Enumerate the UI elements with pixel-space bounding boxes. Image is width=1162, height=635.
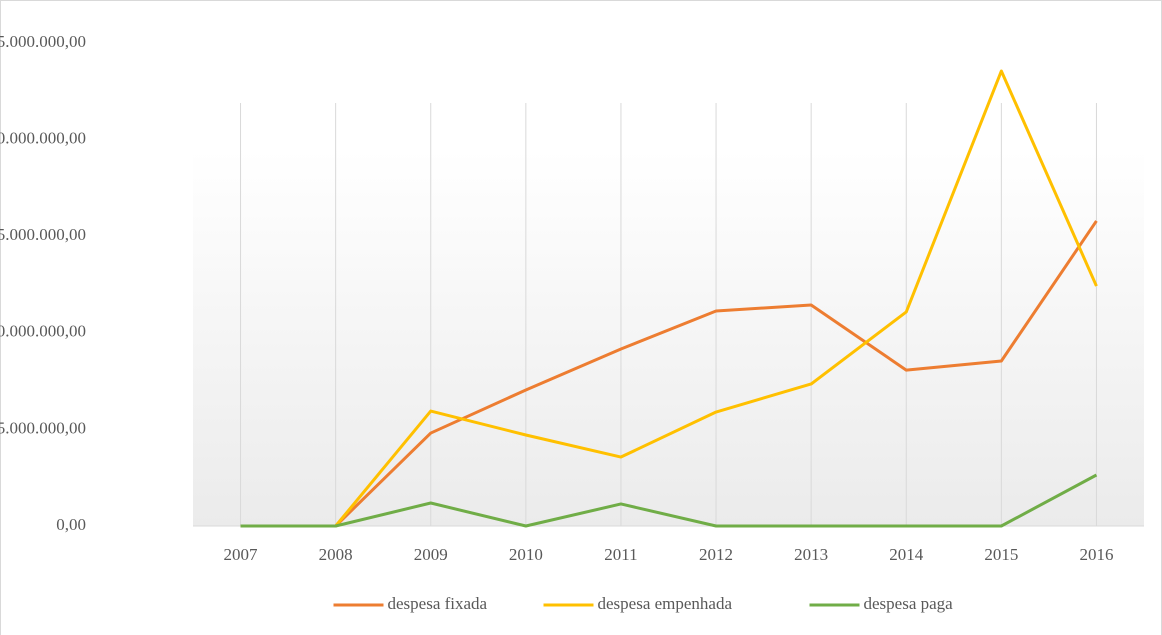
y-tick-label: 20.000.000,00	[0, 129, 86, 148]
x-tick-label: 2011	[604, 545, 637, 564]
legend-label: despesa fixada	[388, 594, 488, 613]
series-line	[240, 220, 1098, 528]
x-tick-label: 2014	[889, 545, 924, 564]
x-tick-label: 2012	[699, 545, 733, 564]
x-tick-label: 2010	[509, 545, 543, 564]
x-tick-label: 2008	[319, 545, 353, 564]
y-tick-label: 15.000.000,00	[0, 225, 86, 244]
y-tick-label: 25.000.000,00	[0, 32, 86, 51]
y-tick-label: 0,00	[56, 515, 86, 534]
x-tick-label: 2016	[1079, 545, 1113, 564]
y-tick-label: 10.000.000,00	[0, 322, 86, 341]
x-tick-label: 2013	[794, 545, 828, 564]
x-tick-label: 2007	[224, 545, 259, 564]
y-tick-label: 5.000.000,00	[0, 418, 86, 437]
legend-label: despesa empenhada	[598, 594, 733, 613]
legend-label: despesa paga	[864, 594, 954, 613]
series-line	[240, 69, 1098, 528]
x-tick-label: 2009	[414, 545, 448, 564]
x-tick-label: 2015	[984, 545, 1018, 564]
plot-background	[193, 150, 1144, 526]
series-line	[240, 473, 1098, 528]
